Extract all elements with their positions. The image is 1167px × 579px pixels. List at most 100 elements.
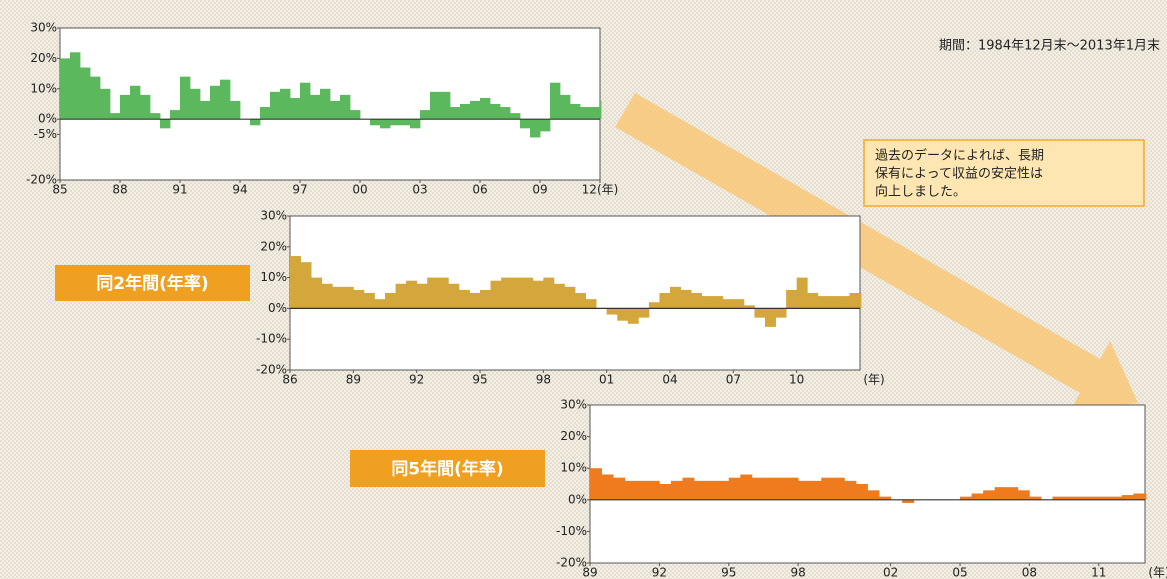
area-bar xyxy=(501,277,513,309)
area-bar xyxy=(821,477,834,500)
area-bar xyxy=(80,67,91,120)
x-tick-label: 98 xyxy=(790,566,805,579)
area-bar xyxy=(1133,493,1146,500)
area-bar xyxy=(530,119,541,138)
area-bar xyxy=(510,113,521,120)
area-bar xyxy=(879,496,892,500)
area-bar xyxy=(1145,493,1147,500)
area-bar xyxy=(636,480,649,500)
area-bar xyxy=(601,474,614,500)
area-bar xyxy=(170,110,181,120)
area-bar xyxy=(670,286,681,309)
x-tick-label: 94 xyxy=(232,183,247,197)
area-bar xyxy=(680,289,692,309)
y-tick-label: -10% xyxy=(556,524,587,538)
note-line: 保有によって収益の安定性は xyxy=(875,167,1043,182)
area-bar xyxy=(260,107,271,120)
area-bar xyxy=(363,293,375,309)
area-bar xyxy=(385,293,396,309)
area-bar xyxy=(480,97,491,120)
note-box xyxy=(863,139,1145,207)
x-unit: (年) xyxy=(863,373,884,387)
area-bar xyxy=(250,119,261,126)
area-bar xyxy=(1006,487,1019,500)
area-bar xyxy=(342,286,354,309)
y-tick-label: 20% xyxy=(260,239,287,253)
x-tick-label: 98 xyxy=(536,373,551,387)
x-tick-label: 12(年) xyxy=(582,183,619,197)
x-tick-label: 97 xyxy=(292,183,307,197)
trend-arrow xyxy=(615,93,1138,411)
area-bar xyxy=(1098,496,1111,500)
area-bar xyxy=(500,107,511,120)
area-bar xyxy=(1064,496,1077,500)
area-bar xyxy=(190,88,201,120)
area-bar xyxy=(270,91,281,120)
y-tick-label: 30% xyxy=(30,21,57,35)
area-bar xyxy=(60,58,71,120)
series-label-box xyxy=(350,450,545,487)
y-tick-label: 30% xyxy=(260,209,287,223)
area-bar xyxy=(575,293,586,309)
x-tick-label: 04 xyxy=(662,373,677,387)
area-bar xyxy=(290,97,301,120)
area-bar xyxy=(440,91,451,120)
y-tick-label: -20% xyxy=(26,173,57,187)
y-tick-label: -20% xyxy=(556,556,587,570)
area-bar xyxy=(490,280,502,309)
y-tick-label: 20% xyxy=(30,51,57,65)
area-bar xyxy=(406,280,418,309)
area-bar xyxy=(590,107,601,120)
x-tick-label: 10 xyxy=(789,373,804,387)
area-bar xyxy=(100,88,111,120)
area-bar xyxy=(437,277,449,309)
y-tick-label: -20% xyxy=(256,363,287,377)
area-bar xyxy=(353,289,365,309)
area-bar xyxy=(691,293,703,309)
area-bar xyxy=(420,110,431,120)
area-bar xyxy=(832,477,845,500)
area-bar xyxy=(564,286,576,309)
area-bar xyxy=(994,487,1007,500)
series-label: 同5年間(年率) xyxy=(391,459,503,480)
area-bar xyxy=(380,119,391,129)
area-bar xyxy=(712,296,724,309)
area-bar xyxy=(330,100,341,120)
area-bar xyxy=(983,490,996,500)
area-bar xyxy=(427,277,439,309)
area-bar xyxy=(1052,496,1065,500)
y-tick-label: 0% xyxy=(568,492,587,506)
area-bar xyxy=(280,88,291,120)
area-bar xyxy=(570,104,581,120)
x-tick-label: 91 xyxy=(172,183,187,197)
note-line: 向上しました。 xyxy=(875,184,966,200)
x-unit: (年) xyxy=(1148,566,1167,579)
area-bar xyxy=(1087,496,1100,500)
x-tick-label: 03 xyxy=(412,183,427,197)
area-bar xyxy=(310,94,321,120)
area-bar xyxy=(817,296,829,309)
area-bar xyxy=(180,76,191,120)
area-bar xyxy=(849,293,861,309)
area-bar xyxy=(580,107,591,120)
x-tick-label: 92 xyxy=(652,566,667,579)
area-bar xyxy=(70,52,81,120)
area-bar xyxy=(809,480,822,500)
area-bar xyxy=(311,277,323,309)
area-bar xyxy=(130,85,141,120)
y-tick-label: 10% xyxy=(30,81,57,95)
area-bar xyxy=(701,296,713,309)
area-bar xyxy=(532,280,544,309)
area-bar xyxy=(200,100,211,120)
area-bar xyxy=(867,490,880,500)
area-bar xyxy=(540,119,551,132)
area-bar xyxy=(1121,495,1134,500)
area-bar xyxy=(460,104,471,120)
y-tick-label: 20% xyxy=(560,429,587,443)
x-tick-label: 85 xyxy=(52,183,67,197)
x-tick-label: 95 xyxy=(472,373,487,387)
area-bar xyxy=(682,477,695,500)
area-bar xyxy=(647,480,660,500)
area-bar xyxy=(638,308,650,318)
